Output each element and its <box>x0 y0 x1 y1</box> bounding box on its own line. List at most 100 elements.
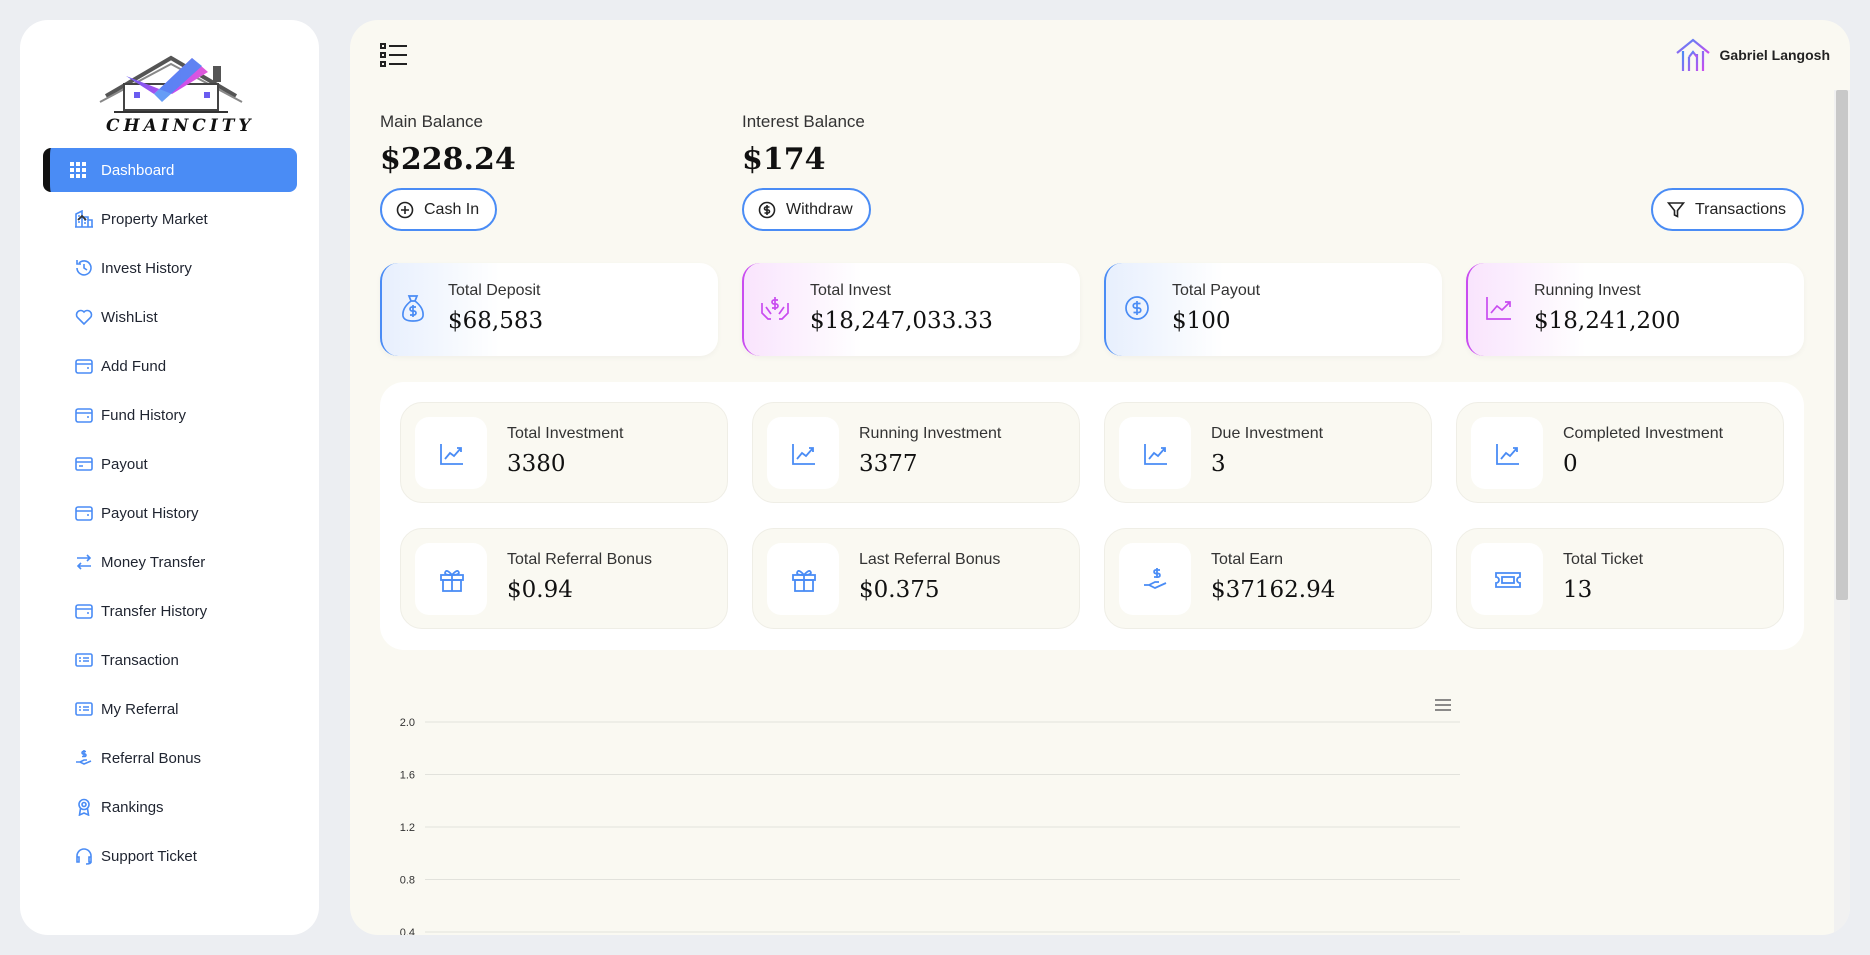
stat-title: Last Referral Bonus <box>859 551 1001 568</box>
interest-balance-value: $174 <box>742 142 826 177</box>
stat-icon-box <box>767 417 839 489</box>
cash-in-label: Cash In <box>424 200 480 218</box>
sidebar-item-support-ticket[interactable]: Support Ticket <box>43 834 297 878</box>
wallet-icon <box>75 408 93 423</box>
receipt-icon <box>75 653 93 667</box>
chart-canvas: 2.0 1.6 1.2 0.8 0.4 <box>400 717 1460 935</box>
sidebar-item-label: Dashboard <box>101 161 175 179</box>
stat-value: 3377 <box>859 451 918 477</box>
sidebar-item-invest-history[interactable]: Invest History <box>43 246 297 290</box>
heart-icon <box>75 309 93 326</box>
chart-line-icon <box>1144 444 1167 465</box>
sidebar-item-fund-history[interactable]: Fund History <box>43 393 297 437</box>
money-bag-icon <box>402 295 424 322</box>
stat-icon-box <box>415 543 487 615</box>
chart-y-tick-label: 1.2 <box>400 822 415 834</box>
user-menu[interactable]: Gabriel Langosh <box>1674 36 1830 74</box>
wallet-icon <box>75 604 93 619</box>
grid-icon <box>70 162 86 178</box>
sidebar: CHAINCITY Dashboard Property Market Inve… <box>20 20 319 935</box>
investment-chart: 2.0 1.6 1.2 0.8 0.4 <box>380 675 1800 935</box>
stat-card-completed-investment: Completed Investment 0 <box>1456 402 1784 503</box>
sidebar-item-payout-history[interactable]: Payout History <box>43 491 297 535</box>
gift-icon <box>440 570 464 592</box>
sidebar-item-label: Referral Bonus <box>101 749 202 767</box>
withdraw-button[interactable]: Withdraw <box>742 188 871 231</box>
cash-in-button[interactable]: Cash In <box>380 188 498 231</box>
stat-icon-box <box>767 543 839 615</box>
summary-title: Running Invest <box>1534 282 1641 299</box>
user-name: Gabriel Langosh <box>1719 47 1830 63</box>
stat-value: 3 <box>1211 451 1226 477</box>
sidebar-item-label: Transaction <box>101 651 179 669</box>
withdraw-label: Withdraw <box>786 200 853 218</box>
stat-title: Running Investment <box>859 425 1002 442</box>
sidebar-item-rankings[interactable]: Rankings <box>43 785 297 829</box>
dollar-circle-icon <box>1125 296 1149 320</box>
sidebar-item-payout[interactable]: Payout <box>43 442 297 486</box>
summary-card-running-invest: Running Invest $18,241,200 <box>1466 263 1804 356</box>
sidebar-item-money-transfer[interactable]: Money Transfer <box>43 540 297 584</box>
summary-card-total-payout: Total Payout $100 <box>1104 263 1442 356</box>
sidebar-item-label: Add Fund <box>101 357 167 375</box>
menu-toggle-icon[interactable] <box>380 42 408 68</box>
sidebar-item-add-fund[interactable]: Add Fund <box>43 344 297 388</box>
sidebar-item-transaction[interactable]: Transaction <box>43 638 297 682</box>
chart-menu-icon[interactable] <box>1435 699 1451 711</box>
trend-icon <box>1486 297 1511 320</box>
vertical-scrollbar[interactable] <box>1834 90 1850 935</box>
stat-title: Due Investment <box>1211 425 1324 442</box>
stat-value: 3380 <box>507 451 566 477</box>
sidebar-item-property-market[interactable]: Property Market <box>43 197 297 241</box>
plus-circle-icon <box>396 201 414 218</box>
summary-title: Total Invest <box>810 282 891 299</box>
stat-value: 13 <box>1563 577 1593 603</box>
summary-title: Total Payout <box>1172 282 1261 299</box>
sidebar-item-label: Support Ticket <box>101 847 197 865</box>
sidebar-item-label: My Referral <box>101 700 179 718</box>
headset-icon <box>76 848 92 865</box>
chevron-up-icon[interactable] <box>75 211 89 225</box>
sidebar-item-wishlist[interactable]: WishList <box>43 295 297 339</box>
stat-card-total-referral-bonus: Total Referral Bonus $0.94 <box>400 528 728 629</box>
scrollbar-thumb[interactable] <box>1836 90 1848 600</box>
sidebar-item-referral-bonus[interactable]: Referral Bonus <box>43 736 297 780</box>
sidebar-item-label: Money Transfer <box>101 553 206 571</box>
stat-card-total-earn: Total Earn $37162.94 <box>1104 528 1432 629</box>
hands-dollar-icon <box>761 297 789 320</box>
receipt-icon <box>75 702 93 716</box>
sidebar-item-label: Transfer History <box>101 602 208 620</box>
card-icon <box>75 457 93 471</box>
sidebar-item-my-referral[interactable]: My Referral <box>43 687 297 731</box>
investment-stats: Total Investment 3380 Running Investment… <box>380 382 1804 650</box>
stat-value: $37162.94 <box>1211 577 1336 603</box>
chart-y-tick-label: 2.0 <box>400 717 415 729</box>
chart-y-tick-label: 0.4 <box>400 927 415 935</box>
filter-icon <box>1667 201 1685 218</box>
hand-dollar-icon <box>1144 568 1167 589</box>
chart-line-icon <box>440 444 463 465</box>
interest-balance: Interest Balance $174 <box>742 112 865 177</box>
stat-card-last-referral-bonus: Last Referral Bonus $0.375 <box>752 528 1080 629</box>
stat-card-due-investment: Due Investment 3 <box>1104 402 1432 503</box>
main-panel: Gabriel Langosh Main Balance $228.24 Cas… <box>350 20 1850 935</box>
stat-value: 0 <box>1563 451 1578 477</box>
chart-line-icon <box>1496 444 1519 465</box>
summary-value: $18,241,200 <box>1534 308 1681 334</box>
main-balance-value: $228.24 <box>380 142 516 177</box>
summary-card-total-deposit: Total Deposit $68,583 <box>380 263 718 356</box>
sidebar-item-label: Property Market <box>101 210 208 228</box>
sidebar-item-transfer-history[interactable]: Transfer History <box>43 589 297 633</box>
transactions-button[interactable]: Transactions <box>1651 188 1804 231</box>
wallet-icon <box>75 506 93 521</box>
sidebar-item-label: Payout History <box>101 504 199 522</box>
sidebar-nav: Dashboard Property Market Invest History… <box>43 148 297 883</box>
chart-line-icon <box>792 444 815 465</box>
hand-dollar-icon <box>76 750 92 765</box>
summary-value: $68,583 <box>448 308 544 334</box>
brand-logo[interactable]: CHAINCITY <box>96 36 251 138</box>
sidebar-item-label: Rankings <box>101 798 164 816</box>
stat-card-total-ticket: Total Ticket 13 <box>1456 528 1784 629</box>
main-balance: Main Balance $228.24 <box>380 112 516 177</box>
sidebar-item-dashboard[interactable]: Dashboard <box>43 148 297 192</box>
